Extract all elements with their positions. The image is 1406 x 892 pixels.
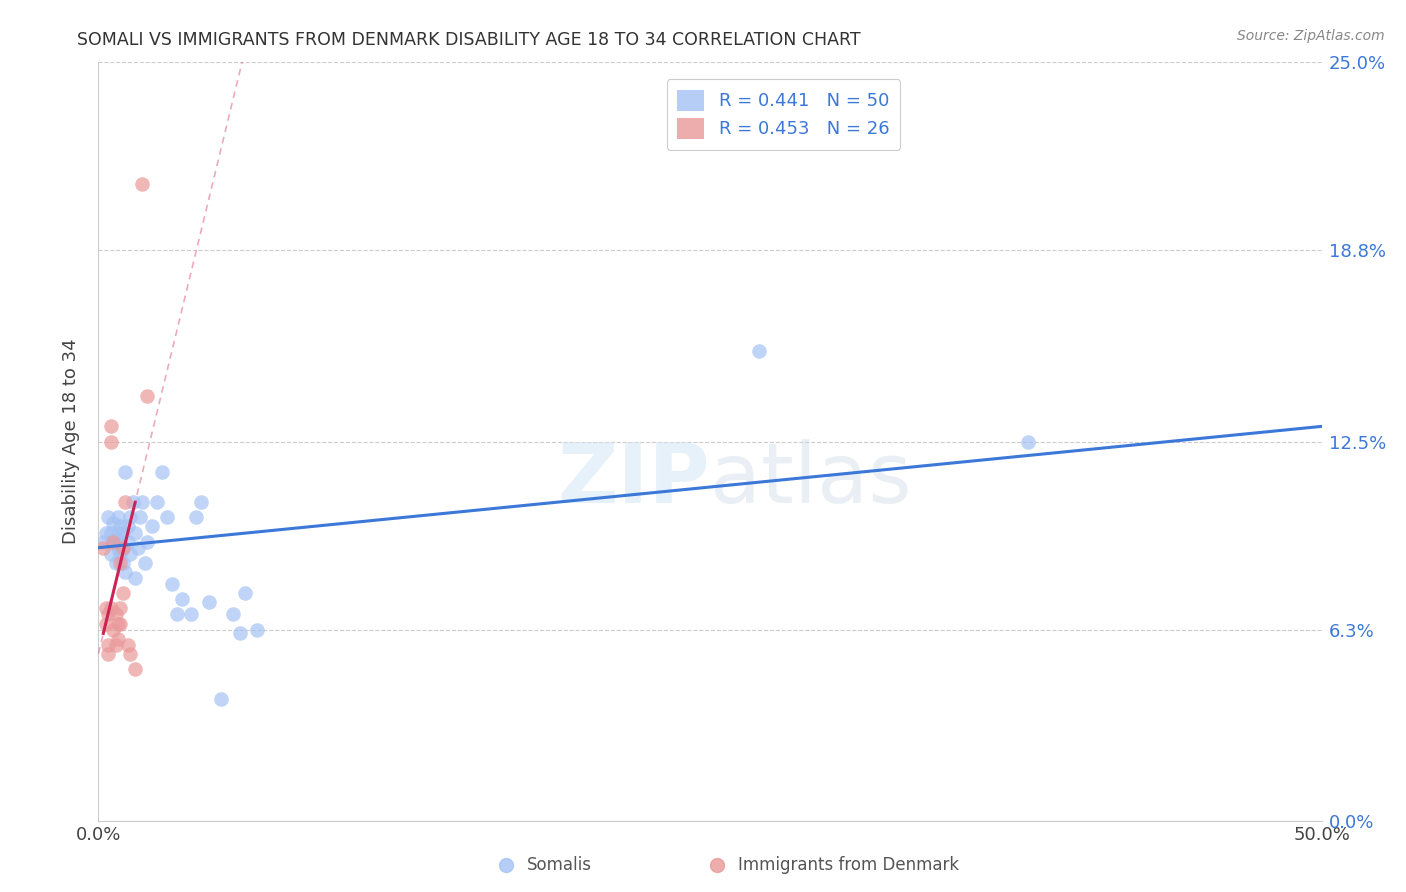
Point [190,495,212,509]
Point [110,601,132,615]
Point [101,516,124,531]
Point [197,595,219,609]
Point [100,434,122,449]
Point [101,534,124,549]
Point [111,541,134,555]
Point [91,541,114,555]
Point [160,577,183,591]
Point [114,465,136,479]
Point [97,647,120,661]
Point [101,534,124,549]
Legend: R = 0.441   N = 50, R = 0.453   N = 26: R = 0.441 N = 50, R = 0.453 N = 26 [666,79,900,150]
Point [117,534,139,549]
Point [233,586,256,600]
Text: Immigrants from Denmark: Immigrants from Denmark [738,856,959,874]
Point [131,177,153,191]
Point [111,586,134,600]
Point [100,525,122,540]
Point [136,389,159,403]
Point [117,638,139,652]
Point [111,541,134,555]
Point [111,525,134,540]
Point [107,632,129,646]
Point [110,534,132,549]
Point [209,692,232,706]
Point [117,519,139,533]
Point [94,601,117,615]
Point [229,625,252,640]
Point [110,547,132,561]
Point [97,607,120,622]
Point [222,607,245,622]
Y-axis label: Disability Age 18 to 34: Disability Age 18 to 34 [62,339,80,544]
Point [131,495,153,509]
Point [100,547,122,561]
Point [97,638,120,652]
Point [124,525,146,540]
Point [104,607,127,622]
Point [101,623,124,637]
Point [100,419,122,434]
Point [107,510,129,524]
Point [107,616,129,631]
Point [246,623,269,637]
Point [166,607,188,622]
Point [120,647,142,661]
Point [706,858,728,872]
Point [111,556,134,570]
Point [180,607,202,622]
Point [134,556,156,570]
Point [91,534,114,549]
Point [127,541,149,555]
Point [150,465,173,479]
Text: atlas: atlas [710,439,911,520]
Point [100,601,122,615]
Point [141,519,163,533]
Point [156,510,179,524]
Point [107,525,129,540]
Point [170,592,193,607]
Text: ZIP: ZIP [558,439,710,520]
Point [120,547,142,561]
Point [748,343,770,358]
Point [136,534,159,549]
Point [186,510,208,524]
Point [114,495,136,509]
Point [107,541,129,555]
Point [120,510,142,524]
Point [495,858,517,872]
Point [110,556,132,570]
Text: Somalis: Somalis [527,856,592,874]
Point [94,616,117,631]
Point [104,638,127,652]
Point [110,616,132,631]
Point [129,510,152,524]
Point [104,532,127,546]
Point [104,556,127,570]
Text: Source: ZipAtlas.com: Source: ZipAtlas.com [1237,29,1385,43]
Point [121,495,143,509]
Point [124,662,146,676]
Text: SOMALI VS IMMIGRANTS FROM DENMARK DISABILITY AGE 18 TO 34 CORRELATION CHART: SOMALI VS IMMIGRANTS FROM DENMARK DISABI… [77,31,860,49]
Point [146,495,169,509]
Point [114,565,136,579]
Point [1017,434,1039,449]
Point [110,519,132,533]
Point [97,510,120,524]
Point [124,571,146,585]
Point [94,525,117,540]
